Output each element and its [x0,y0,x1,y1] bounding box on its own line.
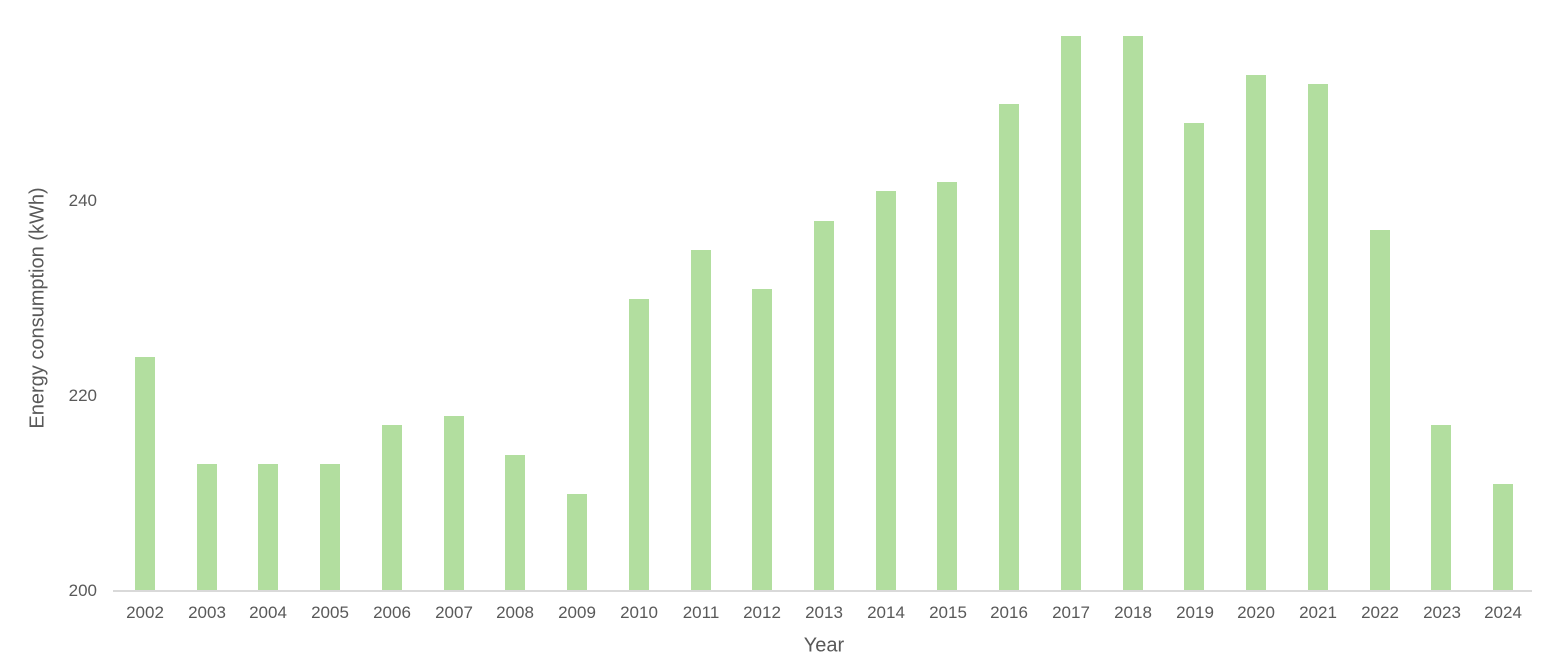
bar-2014 [876,191,896,591]
x-tick-label: 2013 [805,603,843,622]
x-axis-line [113,590,1532,592]
x-tick-label: 2005 [311,603,349,622]
bar-2021 [1308,84,1328,591]
y-tick-label: 200 [68,581,97,600]
x-tick-label: 2006 [373,603,411,622]
x-tick-label: 2003 [188,603,226,622]
y-tick-label: 220 [68,386,97,405]
bar-2020 [1246,75,1266,591]
bar-2012 [752,289,772,591]
x-tick-label: 2018 [1114,603,1152,622]
bar-2024 [1493,484,1513,591]
x-tick-label: 2019 [1176,603,1214,622]
bar-2003 [197,464,217,591]
bar-2015 [937,182,957,591]
bar-2016 [999,104,1019,591]
bar-2002 [135,357,155,591]
x-tick-label: 2008 [496,603,534,622]
x-tick-label: 2014 [867,603,905,622]
bar-2008 [505,455,525,591]
bar-2005 [320,464,340,591]
x-tick-label: 2012 [743,603,781,622]
x-tick-label: 2017 [1052,603,1090,622]
x-tick-label: 2010 [620,603,658,622]
x-tick-label: 2023 [1423,603,1461,622]
x-tick-label: 2016 [990,603,1028,622]
bar-2010 [629,299,649,591]
bar-2022 [1370,230,1390,591]
x-tick-label: 2021 [1299,603,1337,622]
bar-2013 [814,221,834,591]
x-tick-label: 2024 [1484,603,1522,622]
bar-2019 [1184,123,1204,591]
x-tick-label: 2022 [1361,603,1399,622]
bar-2018 [1123,36,1143,591]
x-axis-title: Year [803,634,845,657]
x-tick-label: 2004 [249,603,287,622]
bar-2023 [1431,425,1451,591]
y-tick-label: 240 [68,191,97,210]
bar-2017 [1061,36,1081,591]
x-tick-label: 2015 [929,603,967,622]
bar-2006 [382,425,402,591]
bar-2007 [444,416,464,591]
x-tick-label: 2002 [126,603,164,622]
bar-2004 [258,464,278,591]
bar-2011 [691,250,711,591]
x-tick-label: 2009 [558,603,596,622]
x-tick-label: 2020 [1237,603,1275,622]
x-tick-label: 2007 [435,603,473,622]
bar-2009 [567,494,587,591]
x-tick-label: 2011 [682,603,720,622]
